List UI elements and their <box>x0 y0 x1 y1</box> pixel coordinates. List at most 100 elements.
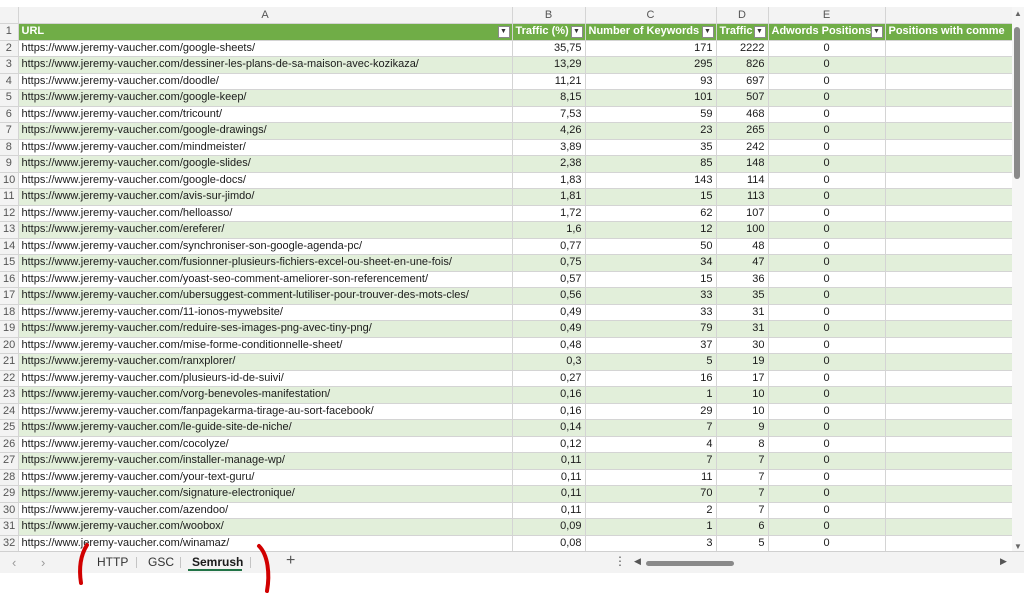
row-number[interactable]: 27 <box>0 452 19 470</box>
column-header-e[interactable]: E <box>768 7 886 24</box>
cell-adwords[interactable]: 0 <box>768 287 886 305</box>
cell-adwords[interactable]: 0 <box>768 419 886 437</box>
cell-adwords[interactable]: 0 <box>768 469 886 486</box>
cell-url[interactable]: https://www.jeremy-vaucher.com/google-sh… <box>18 40 513 57</box>
cell-traffic-pct[interactable]: 1,6 <box>512 221 586 239</box>
row-number[interactable]: 31 <box>0 518 19 536</box>
cell-keywords[interactable]: 1 <box>585 386 717 404</box>
row-number[interactable]: 1 <box>0 23 19 41</box>
row-number[interactable]: 16 <box>0 271 19 288</box>
cell-adwords[interactable]: 0 <box>768 353 886 371</box>
cell-positions-comments[interactable] <box>885 56 1012 74</box>
cell-traffic-pct[interactable]: 0,57 <box>512 271 586 288</box>
cell-positions-comments[interactable] <box>885 469 1012 486</box>
cell-url[interactable]: https://www.jeremy-vaucher.com/cocolyze/ <box>18 436 513 453</box>
cell-adwords[interactable]: 0 <box>768 518 886 536</box>
cell-keywords[interactable]: 171 <box>585 40 717 57</box>
cell-url[interactable]: https://www.jeremy-vaucher.com/tricount/ <box>18 106 513 123</box>
cell-adwords[interactable]: 0 <box>768 106 886 123</box>
row-number[interactable]: 29 <box>0 485 19 503</box>
cell-traffic-pct[interactable]: 0,09 <box>512 518 586 536</box>
cell-url[interactable]: https://www.jeremy-vaucher.com/woobox/ <box>18 518 513 536</box>
cell-url[interactable]: https://www.jeremy-vaucher.com/helloasso… <box>18 205 513 222</box>
cell-positions-comments[interactable] <box>885 238 1012 255</box>
row-number[interactable]: 14 <box>0 238 19 255</box>
cell-adwords[interactable]: 0 <box>768 155 886 173</box>
cell-url[interactable]: https://www.jeremy-vaucher.com/mise-form… <box>18 337 513 354</box>
cell-keywords[interactable]: 5 <box>585 353 717 371</box>
cell-traffic-pct[interactable]: 0,75 <box>512 254 586 272</box>
cell-positions-comments[interactable] <box>885 403 1012 420</box>
row-number[interactable]: 10 <box>0 172 19 189</box>
cell-traffic[interactable]: 30 <box>716 337 769 354</box>
cell-keywords[interactable]: 3 <box>585 535 717 551</box>
scroll-right-icon[interactable]: ▶ <box>1000 556 1007 566</box>
cell-adwords[interactable]: 0 <box>768 304 886 321</box>
cell-adwords[interactable]: 0 <box>768 485 886 503</box>
row-number[interactable]: 8 <box>0 139 19 156</box>
header-cell-positions-comments[interactable]: Positions with comme <box>885 23 1012 41</box>
cell-url[interactable]: https://www.jeremy-vaucher.com/synchroni… <box>18 238 513 255</box>
row-number[interactable]: 7 <box>0 122 19 140</box>
cell-traffic[interactable]: 697 <box>716 73 769 90</box>
cell-traffic[interactable]: 10 <box>716 403 769 420</box>
cell-traffic-pct[interactable]: 0,49 <box>512 304 586 321</box>
cell-traffic[interactable]: 36 <box>716 271 769 288</box>
cell-keywords[interactable]: 143 <box>585 172 717 189</box>
sheet-tab-gsc[interactable]: GSC <box>148 555 175 569</box>
row-number[interactable]: 30 <box>0 502 19 519</box>
cell-traffic-pct[interactable]: 3,89 <box>512 139 586 156</box>
cell-keywords[interactable]: 62 <box>585 205 717 222</box>
cell-positions-comments[interactable] <box>885 386 1012 404</box>
scroll-left-icon[interactable]: ◀ <box>634 556 641 566</box>
row-number[interactable]: 11 <box>0 188 19 206</box>
more-options-icon[interactable]: ⋮ <box>614 554 626 568</box>
cell-adwords[interactable]: 0 <box>768 403 886 420</box>
filter-dropdown-icon[interactable]: ▼ <box>753 26 766 38</box>
cell-url[interactable]: https://www.jeremy-vaucher.com/plusieurs… <box>18 370 513 387</box>
cell-traffic-pct[interactable]: 0,11 <box>512 469 586 486</box>
header-cell-url[interactable]: URL ▼ <box>18 23 513 41</box>
cell-positions-comments[interactable] <box>885 304 1012 321</box>
row-number[interactable]: 20 <box>0 337 19 354</box>
cell-positions-comments[interactable] <box>885 518 1012 536</box>
row-number[interactable]: 22 <box>0 370 19 387</box>
row-number[interactable]: 25 <box>0 419 19 437</box>
filter-dropdown-icon[interactable]: ▼ <box>570 26 583 38</box>
cell-positions-comments[interactable] <box>885 452 1012 470</box>
cell-traffic[interactable]: 6 <box>716 518 769 536</box>
row-number[interactable]: 24 <box>0 403 19 420</box>
cell-traffic-pct[interactable]: 1,81 <box>512 188 586 206</box>
cell-traffic[interactable]: 826 <box>716 56 769 74</box>
cell-keywords[interactable]: 34 <box>585 254 717 272</box>
cell-adwords[interactable]: 0 <box>768 386 886 404</box>
cell-traffic-pct[interactable]: 0,3 <box>512 353 586 371</box>
cell-positions-comments[interactable] <box>885 485 1012 503</box>
cell-url[interactable]: https://www.jeremy-vaucher.com/dessiner-… <box>18 56 513 74</box>
cell-traffic-pct[interactable]: 7,53 <box>512 106 586 123</box>
column-header-a[interactable]: A <box>18 7 513 24</box>
filter-dropdown-icon[interactable]: ▼ <box>870 26 883 38</box>
cell-adwords[interactable]: 0 <box>768 502 886 519</box>
cell-adwords[interactable]: 0 <box>768 40 886 57</box>
cell-adwords[interactable]: 0 <box>768 238 886 255</box>
cell-keywords[interactable]: 16 <box>585 370 717 387</box>
cell-positions-comments[interactable] <box>885 353 1012 371</box>
cell-keywords[interactable]: 70 <box>585 485 717 503</box>
cell-url[interactable]: https://www.jeremy-vaucher.com/google-sl… <box>18 155 513 173</box>
cell-positions-comments[interactable] <box>885 106 1012 123</box>
cell-positions-comments[interactable] <box>885 502 1012 519</box>
cell-url[interactable]: https://www.jeremy-vaucher.com/azendoo/ <box>18 502 513 519</box>
cell-positions-comments[interactable] <box>885 188 1012 206</box>
horizontal-scroll-thumb[interactable] <box>646 561 734 566</box>
cell-adwords[interactable]: 0 <box>768 89 886 107</box>
cell-traffic-pct[interactable]: 1,83 <box>512 172 586 189</box>
cell-positions-comments[interactable] <box>885 271 1012 288</box>
cell-url[interactable]: https://www.jeremy-vaucher.com/reduire-s… <box>18 320 513 338</box>
cell-adwords[interactable]: 0 <box>768 122 886 140</box>
cell-positions-comments[interactable] <box>885 419 1012 437</box>
cell-positions-comments[interactable] <box>885 535 1012 551</box>
cell-traffic-pct[interactable]: 0,11 <box>512 485 586 503</box>
cell-traffic-pct[interactable]: 0,77 <box>512 238 586 255</box>
cell-keywords[interactable]: 1 <box>585 518 717 536</box>
